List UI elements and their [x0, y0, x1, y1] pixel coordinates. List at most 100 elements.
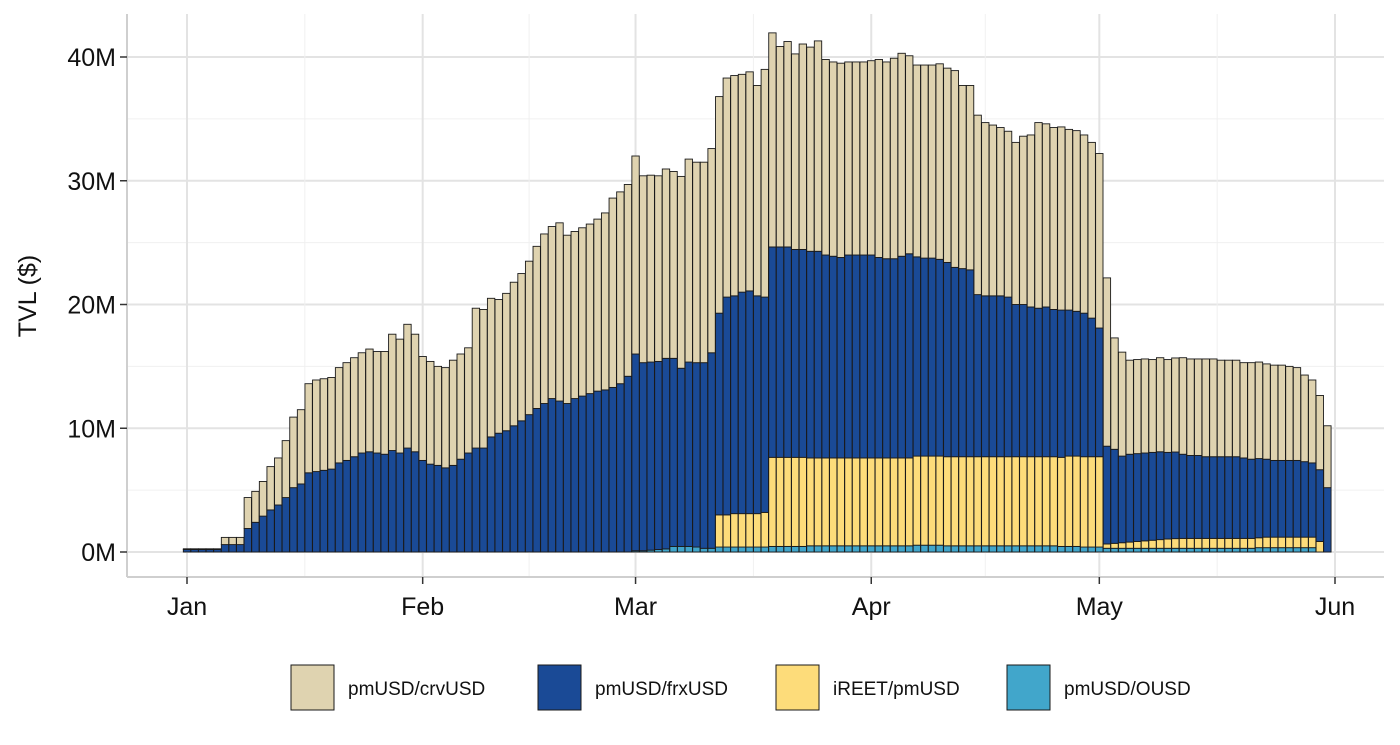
bar-segment — [1041, 123, 1051, 308]
bar-segment — [958, 545, 967, 553]
bar-segment — [471, 307, 481, 449]
bar-segment — [608, 197, 617, 388]
bar-segment — [927, 257, 937, 457]
bar-segment — [1285, 365, 1294, 461]
bar-segment — [350, 357, 359, 458]
bar-segment — [768, 32, 777, 248]
bar-segment — [692, 362, 701, 548]
bar-segment — [1064, 309, 1074, 457]
bar-segment — [897, 52, 906, 257]
bar-segment — [821, 457, 830, 547]
bar-segment — [1140, 540, 1150, 549]
bar-segment — [509, 281, 519, 427]
bar-segment — [1125, 359, 1134, 455]
bar-segment — [456, 458, 465, 553]
bar-segment — [1323, 487, 1332, 553]
bar-segment — [281, 497, 290, 553]
bar-segment — [486, 297, 496, 438]
bar-segment — [426, 463, 435, 553]
bar-segment — [1209, 547, 1218, 553]
legend-label: pmUSD/OUSD — [1064, 679, 1191, 700]
bar-segment — [715, 514, 724, 548]
y-tick-label: 40M — [67, 44, 116, 72]
bar-segment — [829, 255, 838, 459]
bar-segment — [1277, 547, 1286, 553]
bar-segment — [783, 456, 792, 547]
bar-segment — [1026, 456, 1036, 547]
bar-segment — [251, 490, 260, 523]
bar-segment — [342, 362, 351, 461]
bar-segment — [639, 362, 648, 552]
bar-segment — [243, 528, 252, 553]
bar-segment — [1110, 448, 1119, 544]
bar-segment — [532, 408, 541, 553]
bar-segment — [965, 545, 975, 553]
bar-segment — [1034, 307, 1043, 458]
bar-segment — [220, 536, 230, 546]
bar-segment — [1262, 458, 1271, 538]
bar-segment — [768, 456, 777, 547]
bar-segment — [973, 545, 982, 553]
bar-segment — [1300, 374, 1309, 463]
bar-segment — [1095, 546, 1104, 553]
bar-segment — [433, 365, 443, 466]
bar-segment — [1209, 456, 1218, 539]
bar-segment — [274, 457, 283, 506]
bar-segment — [1300, 547, 1309, 553]
bar-segment — [1049, 545, 1058, 553]
legend-item: pmUSD/OUSD — [1006, 664, 1191, 711]
bar-segment — [1117, 542, 1127, 549]
bar-segment — [1201, 456, 1210, 539]
x-tick-label: Jun — [1315, 593, 1355, 621]
bar-segment — [882, 457, 891, 547]
bar-segment — [441, 467, 450, 553]
bar-segment — [737, 73, 747, 293]
bar-segment — [433, 464, 443, 553]
bar-segment — [927, 544, 937, 553]
bar-segment — [737, 546, 747, 553]
bar-segment — [578, 395, 587, 553]
bar-segment — [198, 548, 207, 550]
bar-segment — [319, 378, 328, 471]
bar-segment — [943, 261, 952, 458]
bar-segment — [715, 96, 724, 314]
bar-segment — [1285, 459, 1294, 538]
bar-segment — [517, 420, 526, 553]
bar-segment — [1315, 541, 1324, 553]
y-axis-title: TVL ($) — [14, 255, 42, 337]
bar-segment — [1209, 358, 1218, 458]
bar-segment — [1057, 126, 1066, 311]
bar-segment — [897, 255, 906, 459]
bar-segment — [540, 403, 549, 553]
bar-segment — [867, 545, 876, 553]
bar-segment — [920, 544, 929, 553]
bar-segment — [996, 127, 1005, 297]
bar-segment — [410, 451, 420, 553]
bar-segment — [1102, 543, 1112, 549]
bar-segment — [1102, 445, 1112, 545]
bar-segment — [882, 258, 891, 459]
bar-segment — [418, 459, 427, 553]
bar-segment — [1034, 456, 1043, 547]
bar-segment — [395, 452, 405, 553]
bar-segment — [806, 545, 815, 553]
bar-segment — [829, 61, 838, 257]
bar-segment — [182, 548, 192, 550]
bar-segment — [1216, 547, 1226, 553]
bar-segment — [988, 295, 998, 458]
bar-segment — [760, 296, 769, 513]
bar-segment — [1087, 456, 1096, 548]
bar-segment — [1171, 547, 1180, 553]
bar-segment — [1057, 545, 1066, 553]
bar-segment — [1308, 379, 1317, 464]
bar-segment — [927, 455, 937, 546]
bar-segment — [1308, 536, 1317, 549]
bar-segment — [547, 398, 557, 553]
bar-segment — [768, 246, 777, 458]
bar-segment — [669, 171, 678, 359]
bar-segment — [403, 447, 412, 553]
bar-segment — [874, 545, 883, 553]
bar-segment — [502, 430, 511, 553]
bar-segment — [1133, 547, 1142, 553]
bar-segment — [1163, 538, 1172, 549]
